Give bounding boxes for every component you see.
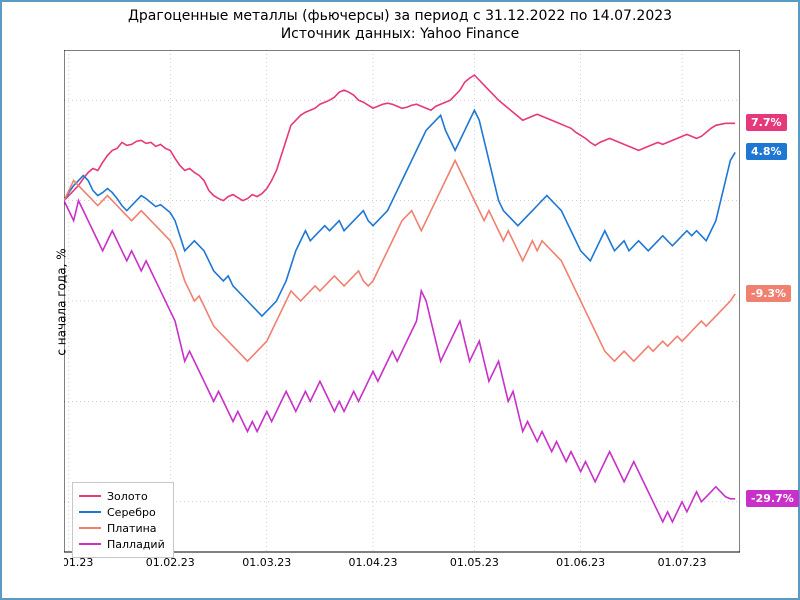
x-tick-label: 01.04.23 xyxy=(349,556,398,569)
chart-title-block: Драгоценные металлы (фьючерсы) за период… xyxy=(2,8,798,43)
legend-swatch xyxy=(79,527,101,529)
end-value-badge: -9.3% xyxy=(746,285,791,302)
legend-swatch xyxy=(79,511,101,513)
end-value-badge: 4.8% xyxy=(746,143,787,160)
chart-title: Драгоценные металлы (фьючерсы) за период… xyxy=(128,8,672,24)
chart-frame: Драгоценные металлы (фьючерсы) за период… xyxy=(0,0,800,600)
legend: Золото Серебро Платина Палладий xyxy=(72,482,174,558)
legend-item: Серебро xyxy=(79,504,165,520)
end-value-badge: -29.7% xyxy=(746,490,799,507)
chart-subtitle: Источник данных: Yahoo Finance xyxy=(2,26,798,44)
legend-label: Палладий xyxy=(107,538,165,551)
x-tick-label: 01.07.23 xyxy=(658,556,707,569)
legend-swatch xyxy=(79,543,101,545)
legend-label: Золото xyxy=(107,490,148,503)
legend-swatch xyxy=(79,495,101,497)
legend-label: Серебро xyxy=(107,506,156,519)
legend-item: Палладий xyxy=(79,536,165,552)
x-tick-label: 01.03.23 xyxy=(242,556,291,569)
legend-item: Платина xyxy=(79,520,165,536)
series-line xyxy=(64,160,735,361)
x-tick-label: 01.06.23 xyxy=(556,556,605,569)
series-line xyxy=(64,110,735,316)
series-line xyxy=(64,75,735,201)
legend-label: Платина xyxy=(107,522,157,535)
legend-item: Золото xyxy=(79,488,165,504)
end-value-badge: 7.7% xyxy=(746,114,787,131)
x-tick-label: 01.05.23 xyxy=(450,556,499,569)
